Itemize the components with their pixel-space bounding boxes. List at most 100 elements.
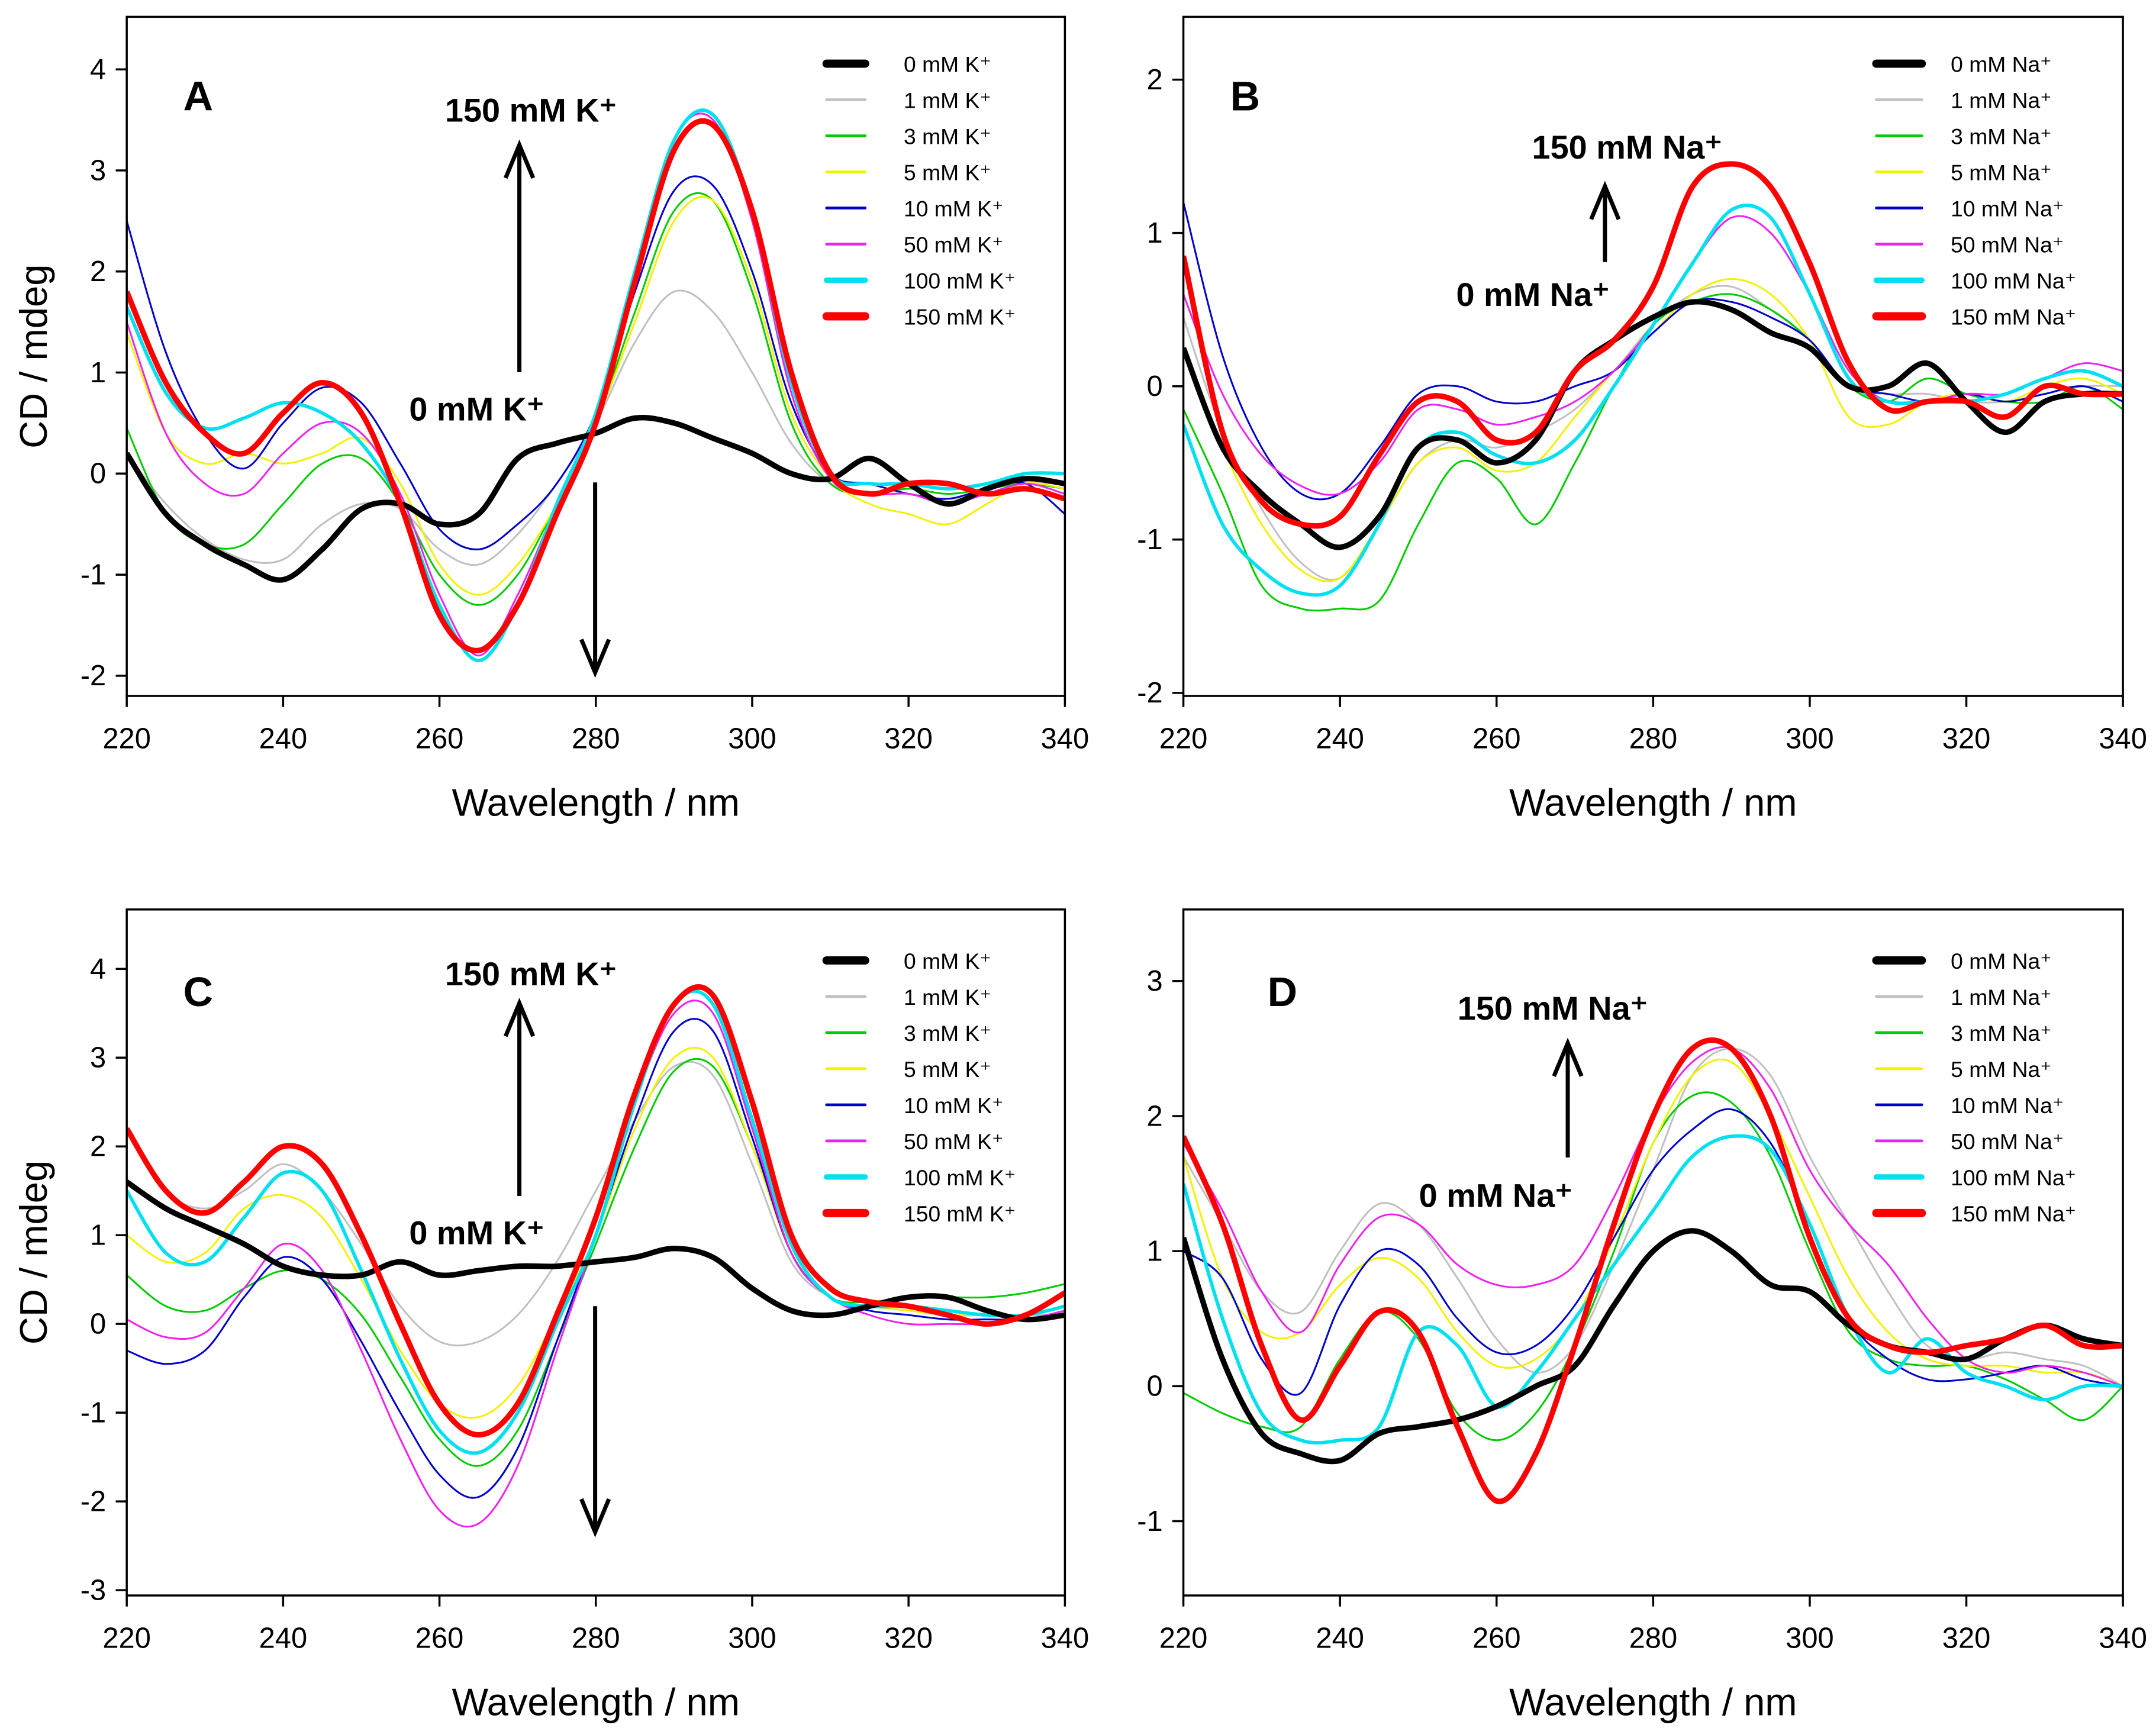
x-tick-label: 340 xyxy=(1041,723,1090,755)
legend: 0 mM Na⁺ 1 mM Na⁺ 3 mM Na⁺ 5 mM Na⁺ 10 mM Na… xyxy=(1872,949,2076,1226)
legend: 0 mM K⁺ 1 mM K⁺ 3 mM K⁺ 5 mM K⁺ 10 mM K⁺ 50 m… xyxy=(822,949,1016,1226)
y-tick-label: 3 xyxy=(1146,965,1162,997)
up-arrow-head xyxy=(504,139,536,179)
legend-label: 3 mM K⁺ xyxy=(904,124,991,149)
y-tick-label: 3 xyxy=(90,1042,106,1074)
x-tick-label: 280 xyxy=(572,1623,620,1655)
series-line-100-mm-na- xyxy=(1183,204,2123,597)
x-axis-label: Wavelength / nm xyxy=(452,1681,740,1724)
legend-label: 5 mM K⁺ xyxy=(904,160,991,185)
x-tick-label: 220 xyxy=(1159,723,1208,755)
series-line-150-mm-na- xyxy=(1183,161,2123,529)
legend-label: 150 mM K⁺ xyxy=(904,1201,1016,1226)
y-tick-label: -1 xyxy=(80,559,106,591)
series-group xyxy=(127,108,1065,663)
legend-label: 50 mM Na⁺ xyxy=(1951,1129,2064,1154)
x-tick-label: 260 xyxy=(415,723,464,755)
x-tick-label: 240 xyxy=(259,723,308,755)
legend-label: 100 mM Na⁺ xyxy=(1951,1165,2076,1190)
legend-label: 3 mM Na⁺ xyxy=(1951,1021,2052,1046)
x-tick-label: 340 xyxy=(2099,723,2147,755)
series-line-0-mm-na- xyxy=(1183,1228,2123,1465)
series-line-0-mm-k- xyxy=(127,1179,1065,1323)
legend-label: 150 mM K⁺ xyxy=(904,304,1016,329)
y-tick-label: 3 xyxy=(90,154,106,186)
panel-c: 220 240 260 280 300 320 340 -3 -2 -1 0 1 2 3 4 Waveleng… xyxy=(12,908,1090,1724)
annotation-high-concentration: 150 mM Na⁺ xyxy=(1532,128,1722,166)
x-tick-label: 220 xyxy=(102,723,151,755)
legend-label: 100 mM Na⁺ xyxy=(1951,268,2076,293)
x-axis-label: Wavelength / nm xyxy=(452,781,740,824)
annotation-high-concentration: 150 mM K⁺ xyxy=(445,91,617,128)
x-tick-label: 240 xyxy=(1316,723,1364,755)
legend-label: 3 mM K⁺ xyxy=(904,1021,991,1046)
legend-label: 150 mM Na⁺ xyxy=(1951,304,2076,329)
panel-d: 220 240 260 280 300 320 340 -1 0 1 2 3 Wavelength / … xyxy=(1137,908,2147,1724)
legend-label: 0 mM K⁺ xyxy=(904,52,991,77)
legend-label: 100 mM K⁺ xyxy=(904,268,1016,293)
annotation-high-concentration: 150 mM K⁺ xyxy=(445,955,617,992)
x-tick-label: 320 xyxy=(884,723,933,755)
y-tick-label: -2 xyxy=(80,660,106,692)
x-tick-label: 220 xyxy=(1159,1623,1208,1655)
series-line-150-mm-na- xyxy=(1183,1037,2123,1504)
series-line-150-mm-k- xyxy=(127,984,1065,1438)
series-line-5-mm-na- xyxy=(1183,1058,2123,1387)
y-tick-label: 1 xyxy=(1146,1235,1162,1267)
x-tick-label: 260 xyxy=(1472,1623,1521,1655)
series-line-1-mm-na- xyxy=(1183,285,2123,581)
legend-label: 1 mM Na⁺ xyxy=(1951,88,2052,113)
legend-label: 10 mM Na⁺ xyxy=(1951,196,2064,221)
panel-letter: D xyxy=(1268,969,1297,1015)
series-line-3-mm-na- xyxy=(1183,293,2123,612)
annotation-zero-concentration: 0 mM Na⁺ xyxy=(1456,276,1609,313)
panel-b: 220 240 260 280 300 320 340 -2 -1 0 1 2 Wavelength /… xyxy=(1137,15,2147,824)
legend-label: 0 mM Na⁺ xyxy=(1951,52,2052,77)
y-tick-label: 0 xyxy=(90,1308,106,1340)
annotation-zero-concentration: 0 mM K⁺ xyxy=(409,390,544,427)
down-arrow-head xyxy=(579,639,611,678)
legend: 0 mM K⁺ 1 mM K⁺ 3 mM K⁺ 5 mM K⁺ 10 mM K⁺ 50 m… xyxy=(822,52,1016,329)
y-tick-label: 2 xyxy=(1146,1100,1162,1132)
panel-letter: A xyxy=(183,73,213,120)
legend-label: 50 mM Na⁺ xyxy=(1951,232,2064,257)
annotation-high-concentration: 150 mM Na⁺ xyxy=(1458,989,1648,1027)
x-tick-label: 300 xyxy=(1786,723,1834,755)
up-arrow-head xyxy=(1552,1037,1584,1077)
panel-a: 220 240 260 280 300 320 340 -2 -1 0 1 2 3 4 Wavelength… xyxy=(12,15,1090,824)
legend-label: 50 mM K⁺ xyxy=(904,1129,1004,1154)
y-axis-label: CD / mdeg xyxy=(12,265,55,449)
legend-label: 1 mM K⁺ xyxy=(904,88,991,113)
legend-label: 50 mM K⁺ xyxy=(904,232,1004,257)
y-tick-label: 4 xyxy=(90,54,106,86)
y-tick-label: 2 xyxy=(1146,64,1162,96)
y-tick-label: 4 xyxy=(90,953,106,985)
y-tick-label: 1 xyxy=(1146,217,1162,249)
y-tick-label: 1 xyxy=(90,1219,106,1251)
series-group xyxy=(1183,161,2123,612)
y-tick-label: 0 xyxy=(90,458,106,490)
y-tick-label: 2 xyxy=(90,256,106,288)
legend-label: 5 mM Na⁺ xyxy=(1951,160,2052,185)
x-tick-label: 340 xyxy=(1041,1623,1090,1655)
legend-label: 3 mM Na⁺ xyxy=(1951,124,2052,149)
legend-label: 100 mM K⁺ xyxy=(904,1165,1016,1190)
legend-label: 10 mM Na⁺ xyxy=(1951,1093,2064,1118)
x-tick-label: 220 xyxy=(102,1623,151,1655)
y-tick-label: -1 xyxy=(80,1397,106,1429)
y-tick-label: -3 xyxy=(80,1574,106,1606)
legend: 0 mM Na⁺ 1 mM Na⁺ 3 mM Na⁺ 5 mM Na⁺ 10 mM Na… xyxy=(1872,52,2076,329)
x-tick-label: 280 xyxy=(1629,1623,1678,1655)
series-group xyxy=(1183,1037,2123,1504)
x-tick-label: 280 xyxy=(572,723,620,755)
x-tick-label: 300 xyxy=(1786,1623,1834,1655)
x-tick-label: 300 xyxy=(728,723,776,755)
y-axis-label: CD / mdeg xyxy=(12,1160,55,1345)
legend-label: 10 mM K⁺ xyxy=(904,1093,1004,1118)
y-tick-label: 0 xyxy=(1146,1371,1162,1403)
series-line-100-mm-k- xyxy=(127,108,1065,663)
series-line-150-mm-k- xyxy=(127,118,1065,653)
legend-label: 1 mM Na⁺ xyxy=(1951,985,2052,1010)
legend-label: 10 mM K⁺ xyxy=(904,196,1004,221)
